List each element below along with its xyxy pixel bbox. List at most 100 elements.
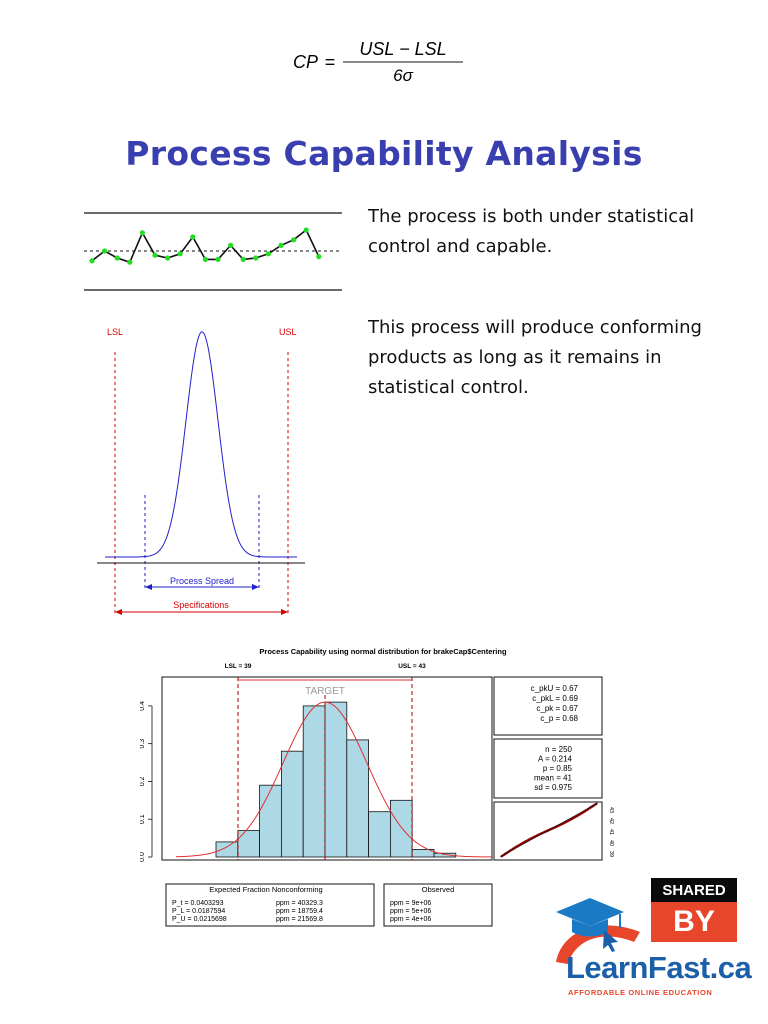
y-tick-label: 0.2 <box>140 776 146 786</box>
histogram-bar <box>259 784 282 858</box>
expected-p-2: P_U = 0.0215698 <box>172 916 227 923</box>
sample-stat: mean = 41 <box>534 774 573 783</box>
lsl-label: LSL <box>107 327 123 337</box>
graduation-cap-icon <box>556 898 624 926</box>
spec-arrow-right-head <box>281 609 288 615</box>
cursor-icon <box>603 930 618 952</box>
capability-indices: c_pkU = 0.67c_pkL = 0.69c_pk = 0.67c_p =… <box>531 684 579 723</box>
observed-0: ppm = 9e+06 <box>390 900 431 907</box>
histogram-y-axis: 0.0 0.1 0.2 0.3 0.4 <box>140 701 153 862</box>
qq-tick-label: 40 <box>608 840 614 846</box>
capability-index: c_p = 0.68 <box>540 714 578 723</box>
indices-box <box>493 676 603 736</box>
expected-p-1: P_L = 0.0187594 <box>172 908 225 915</box>
brand-tagline: AFFORDABLE ONLINE EDUCATION <box>568 988 713 997</box>
capability-index: c_pkL = 0.69 <box>532 694 578 703</box>
y-tick-label: 0.4 <box>140 701 146 711</box>
spec-diagram: LSL USL Process Spread Specifications <box>97 327 305 615</box>
orange-swoosh-icon <box>556 925 640 964</box>
observed-box <box>383 883 493 927</box>
capability-index: c_pk = 0.67 <box>536 704 578 713</box>
badge-top-text: SHARED <box>662 882 726 899</box>
formula-numerator: USL − LSL <box>359 39 446 59</box>
control-point <box>202 256 208 262</box>
sample-stat: A = 0.214 <box>538 755 573 764</box>
histogram-bar <box>237 830 261 858</box>
sample-stat: sd = 0.975 <box>534 783 572 792</box>
y-tick-label: 0.3 <box>140 739 146 749</box>
control-chart <box>84 212 342 291</box>
observed-1: ppm = 5e+06 <box>390 908 431 915</box>
qq-tick-label: 42 <box>608 818 614 824</box>
y-tick-label: 0.1 <box>140 814 146 824</box>
observed-title: Observed <box>422 885 455 894</box>
qq-plot-points <box>499 802 599 858</box>
usl-label: USL <box>279 327 297 337</box>
spec-arrow-left-head <box>115 609 122 615</box>
qq-tick-label: 39 <box>608 851 614 857</box>
histogram-bar <box>389 799 413 858</box>
formula-lhs: CP <box>293 52 318 72</box>
control-point <box>215 256 221 262</box>
control-point <box>152 252 158 258</box>
histogram-bar <box>324 701 348 858</box>
badge-bottom-text: BY <box>673 905 715 938</box>
control-point <box>127 259 133 265</box>
expected-title: Expected Fraction Nonconforming <box>209 885 322 894</box>
expected-ppm-0: ppm = 40329.3 <box>276 900 323 907</box>
specifications-label: Specifications <box>173 600 229 610</box>
formula-equals: = <box>325 52 336 72</box>
control-point <box>102 248 108 254</box>
control-point <box>303 227 309 233</box>
control-point <box>139 230 145 236</box>
spread-arrow-left-head <box>145 584 152 590</box>
cap-lsl-label: LSL = 39 <box>225 663 252 670</box>
process-spread-label: Process Spread <box>170 576 234 586</box>
control-point <box>89 258 95 264</box>
qq-tick-label: 41 <box>608 829 614 835</box>
badge-bar <box>651 902 737 942</box>
formula-denominator: 6σ <box>393 66 413 85</box>
histogram-bar <box>433 852 457 858</box>
control-point <box>316 254 322 260</box>
graduation-cap-base-icon <box>572 919 608 937</box>
histogram-bar <box>215 841 239 858</box>
control-point <box>253 255 259 261</box>
y-tick-label: 0.0 <box>140 852 146 862</box>
control-point <box>240 256 246 262</box>
spread-arrow-right-head <box>252 584 259 590</box>
expected-box <box>165 883 375 927</box>
expected-ppm-1: ppm = 18759.4 <box>276 908 323 915</box>
control-point <box>228 242 234 248</box>
expected-ppm-2: ppm = 21569.8 <box>276 916 323 923</box>
observed-2: ppm = 4e+06 <box>390 916 431 923</box>
histogram-bars <box>215 701 457 858</box>
control-point <box>165 255 171 261</box>
control-point <box>291 237 297 243</box>
histogram-bar <box>302 705 326 858</box>
histogram-bar <box>280 750 304 858</box>
control-chart-marks <box>89 227 322 265</box>
expected-p-0: P_t = 0.0403293 <box>172 900 224 907</box>
paragraph-control-capable: The process is both under statistical co… <box>368 206 695 257</box>
paragraph-conforming: This process will produce conforming pro… <box>368 317 702 398</box>
capability-index: c_pkU = 0.67 <box>531 684 579 693</box>
learnfast-logo-mark <box>556 898 640 964</box>
qq-reference-line <box>499 802 599 858</box>
capability-title: Process Capability using normal distribu… <box>259 647 507 656</box>
histogram-bar <box>368 811 391 858</box>
page-title: Process Capability Analysis <box>125 134 643 173</box>
control-point <box>265 251 271 257</box>
sample-stat: n = 250 <box>545 745 572 754</box>
capability-plot: Process Capability using normal distribu… <box>140 647 614 927</box>
brand-name: LearnFast.ca <box>566 950 752 985</box>
stats-box <box>493 738 603 799</box>
qq-tick-label: 43 <box>608 807 614 813</box>
cp-formula: CP = USL − LSL 6σ <box>293 39 463 85</box>
histogram-frame <box>161 676 493 861</box>
histogram-bar <box>346 739 370 858</box>
cap-usl-label: USL = 43 <box>398 663 426 670</box>
qq-plot-ticks: 43 42 41 40 39 <box>608 807 614 857</box>
control-point <box>278 242 284 248</box>
